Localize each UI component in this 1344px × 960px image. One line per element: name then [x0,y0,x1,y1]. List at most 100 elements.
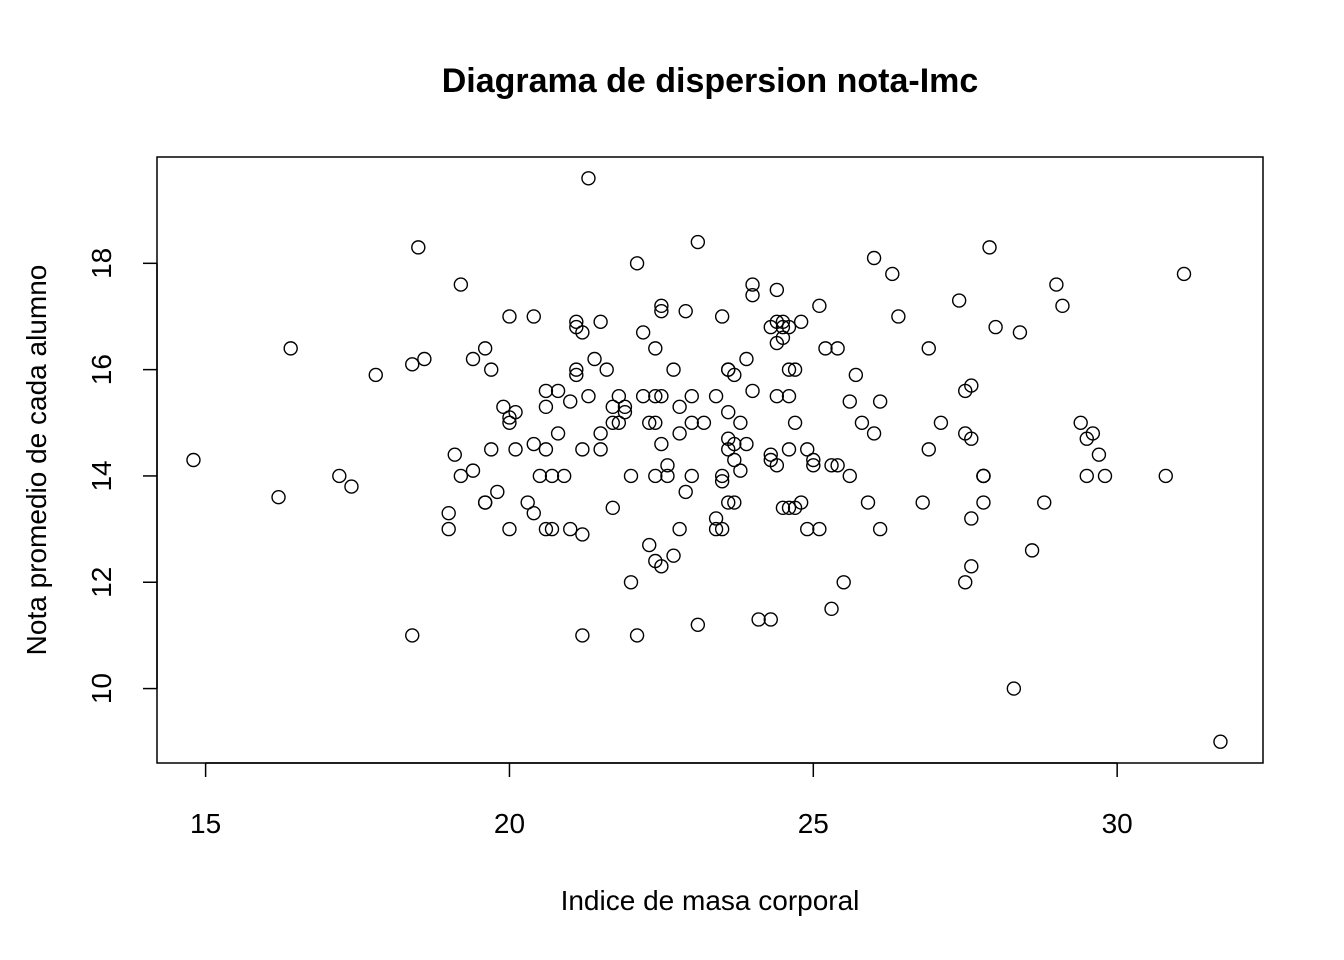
data-point [672,399,687,415]
data-point [781,362,797,377]
data-point [714,468,730,484]
data-point [605,500,620,516]
data-point [465,351,481,367]
data-point [714,474,730,489]
data-point [563,521,578,537]
data-point [556,468,572,484]
y-tick-label: 18 [86,248,117,279]
x-tick-label: 30 [1102,808,1133,839]
data-point [1176,266,1192,282]
data-point [648,341,663,356]
data-point [976,495,991,510]
data-point [575,628,590,643]
x-tick-label: 20 [494,808,525,839]
data-point [532,468,548,484]
data-point [405,357,420,372]
data-point [672,521,687,537]
x-axis: 15 20 25 30 [190,762,1133,839]
data-point [690,617,706,632]
data-point [824,458,839,473]
data-point [836,575,851,590]
data-point [550,383,566,399]
data-point [605,399,620,415]
data-point [611,389,627,404]
data-point [344,479,359,494]
data-point [988,319,1003,335]
data-point [690,234,706,250]
data-point [921,442,936,457]
y-axis-label: Nota promedio de cada alumno [21,265,52,656]
data-point [1049,277,1064,292]
data-point [477,495,493,510]
data-point [775,500,791,516]
y-axis: 10 12 14 16 18 [86,248,158,704]
data-point [605,415,620,430]
data-point [678,484,693,500]
data-point [842,394,857,409]
data-point [1012,325,1028,340]
data-point [781,442,797,457]
data-point [666,548,681,563]
data-point [575,442,590,457]
data-point [623,468,639,484]
data-point [508,404,523,420]
data-point [441,521,456,537]
data-point [727,367,742,383]
data-point [563,394,578,409]
chart-title: Diagrama de dispersion nota-Imc [442,62,979,100]
data-point [854,415,870,430]
data-point [587,351,602,367]
data-point [186,452,201,468]
data-point [569,314,584,329]
data-point [271,490,286,505]
data-point [933,415,949,430]
data-point [714,309,730,324]
data-point [538,442,554,457]
data-point [1055,298,1070,314]
data-point [648,415,663,430]
data-point [538,399,554,415]
y-tick-label: 16 [86,354,117,385]
data-point [593,314,608,329]
data-point [769,389,785,404]
data-point [617,399,633,415]
data-point [964,431,979,446]
data-point [812,298,827,314]
data-point [891,309,906,324]
y-tick-label: 12 [86,567,117,598]
data-point [648,468,663,484]
data-point [751,612,766,627]
data-point [1024,543,1040,558]
data-point [708,389,724,404]
data-point [405,628,420,643]
data-point [727,495,742,510]
data-point [824,601,839,617]
data-point [787,362,803,377]
data-point [1213,734,1228,749]
data-point [417,351,432,367]
data-point [951,293,967,308]
data-point [1085,426,1101,441]
data-point [806,452,821,468]
data-point [441,505,456,521]
data-point [538,521,554,537]
data-point [976,468,991,484]
data-point [617,404,633,420]
data-point [453,468,469,484]
data-point [830,458,845,473]
data-point [964,559,979,574]
data-point [714,521,730,537]
data-point [915,495,930,510]
data-point [666,362,681,377]
data-point [635,389,651,404]
data-point [575,527,590,542]
data-point [1158,468,1173,484]
data-point [544,521,560,537]
data-point [763,447,778,462]
data-point [684,389,699,404]
data-point [800,521,815,537]
data-point [672,426,687,441]
data-point [629,256,645,271]
data-point [842,468,857,484]
data-point [1097,468,1113,484]
